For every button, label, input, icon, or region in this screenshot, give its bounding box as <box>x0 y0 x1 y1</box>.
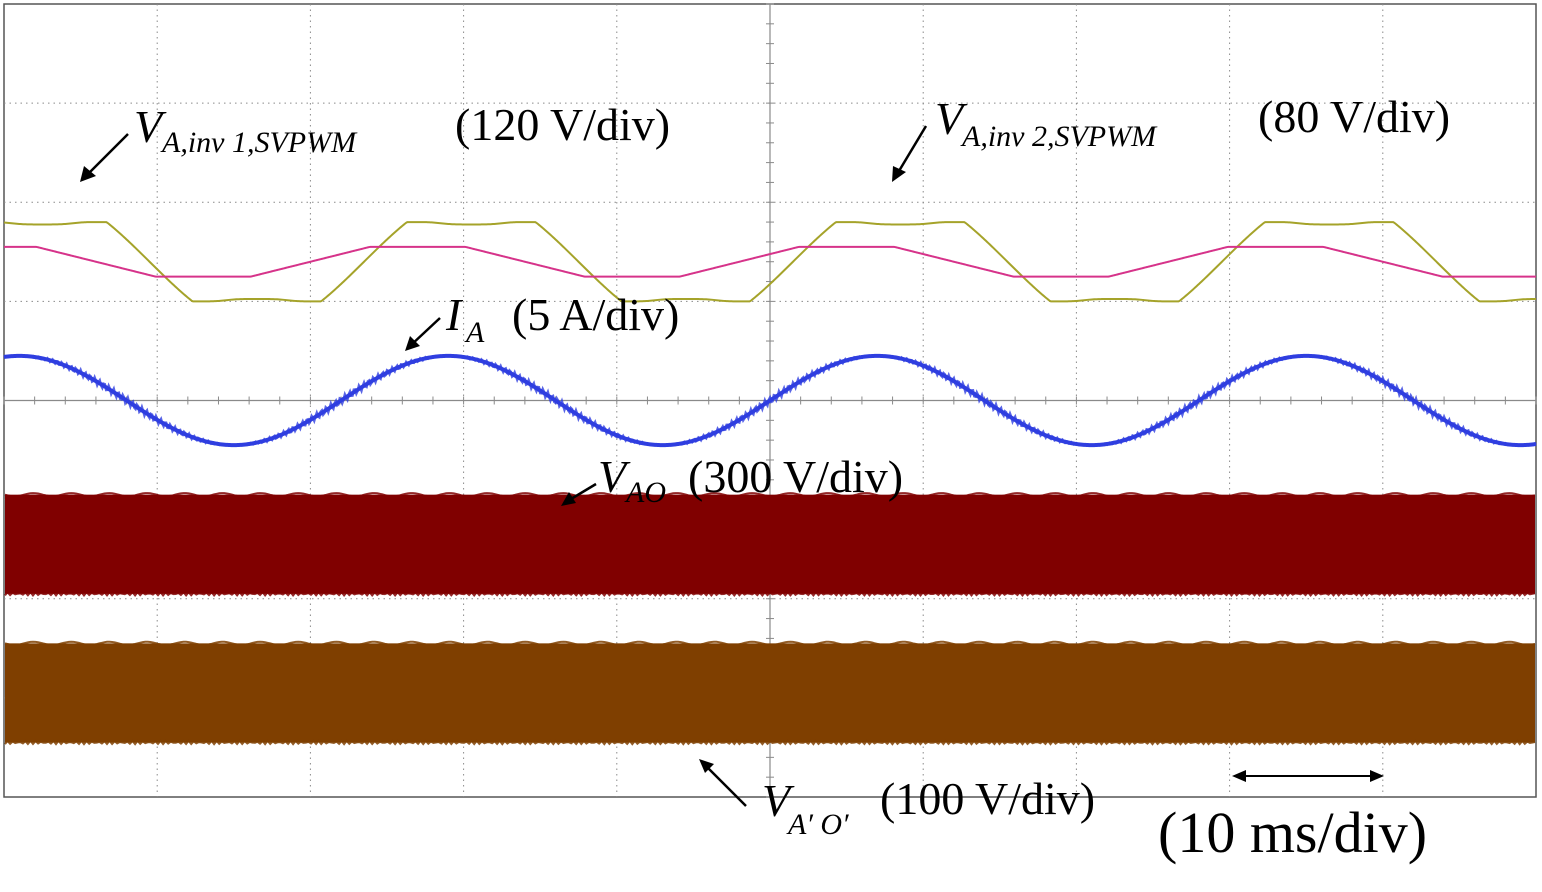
label-inv2-main: V <box>935 93 968 144</box>
trace-inv1 <box>3 221 1537 303</box>
label-vapop-arrow <box>703 763 747 807</box>
label-vao: V AO (300 V/div) <box>561 451 903 509</box>
label-vao-arrowhead <box>561 492 576 506</box>
label-inv2-scale: (80 V/div) <box>1258 91 1450 142</box>
label-inv1-sub: A,inv 1,SVPWM <box>160 126 358 159</box>
label-inv1-main: V <box>134 101 167 152</box>
label-vao-sub: AO <box>624 476 666 509</box>
label-vao-scale: (300 V/div) <box>688 451 903 502</box>
label-current-main: I <box>445 289 464 340</box>
label-inv2-arrow <box>894 125 928 177</box>
timebase-arrow-left <box>1232 770 1246 782</box>
trace-vao-bottom-edge <box>4 590 1536 598</box>
label-vapop-main: V <box>762 775 795 826</box>
trace-vao <box>5 494 1535 594</box>
label-vapop-scale: (100 V/div) <box>880 773 1095 824</box>
timebase-label: (10 ms/div) <box>1158 800 1427 865</box>
label-vao-main: V <box>598 451 631 502</box>
label-inv1-scale: (120 V/div) <box>455 99 670 150</box>
label-current-scale: (5 A/div) <box>512 289 679 340</box>
label-current-arrowhead <box>405 336 420 351</box>
label-vapop: V A′ O′ (100 V/div) <box>699 759 1095 841</box>
trace-vao-top-edge <box>4 492 1536 498</box>
label-inv1: V A,inv 1,SVPWM (120 V/div) <box>80 99 670 182</box>
label-vapop-arrowhead <box>699 759 714 773</box>
timebase-indicator: (10 ms/div) <box>1158 770 1427 865</box>
trace-vapop-bottom-edge <box>4 739 1536 746</box>
label-vapop-sub: A′ O′ <box>786 808 849 841</box>
label-inv2-sub: A,inv 2,SVPWM <box>960 120 1158 153</box>
label-current-sub: A <box>464 316 485 349</box>
label-inv1-arrow <box>83 133 129 179</box>
label-inv2-arrowhead <box>892 166 906 182</box>
label-inv2: V A,inv 2,SVPWM (80 V/div) <box>892 91 1450 182</box>
label-current: I A (5 A/div) <box>405 289 679 351</box>
label-inv1-arrowhead <box>80 166 96 182</box>
timebase-arrow-right <box>1370 770 1384 782</box>
trace-inv2 <box>4 245 1536 278</box>
trace-current-ripple <box>3 354 1537 447</box>
trace-vapop-top-edge <box>4 640 1536 647</box>
traces <box>3 221 1537 746</box>
trace-vapop <box>5 643 1535 743</box>
